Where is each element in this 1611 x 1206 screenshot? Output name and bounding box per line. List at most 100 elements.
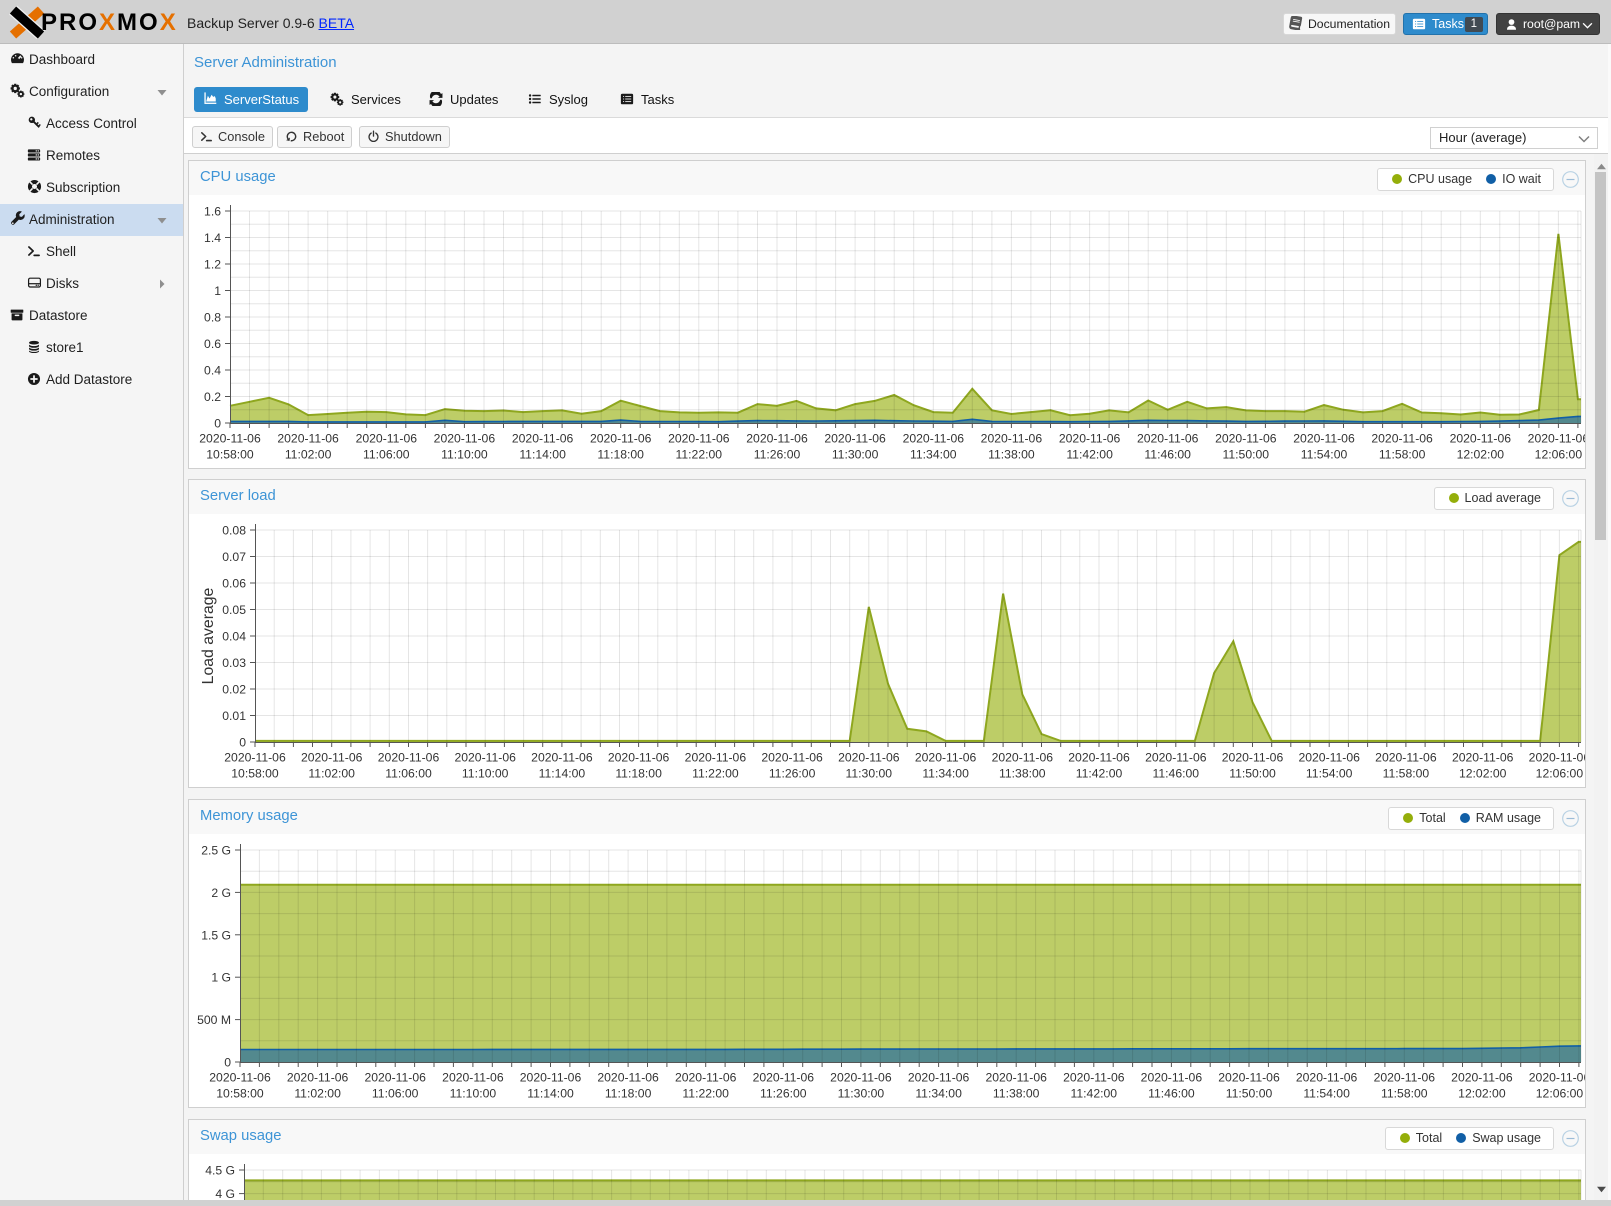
svg-text:2020-11-06: 2020-11-06	[356, 432, 418, 446]
svg-text:2020-11-06: 2020-11-06	[531, 751, 593, 765]
svg-text:2020-11-06: 2020-11-06	[454, 751, 516, 765]
svg-text:2020-11-06: 2020-11-06	[746, 432, 808, 446]
svg-text:11:22:00: 11:22:00	[692, 767, 739, 781]
svg-text:2020-11-06: 2020-11-06	[908, 1071, 970, 1085]
svg-text:2020-11-06: 2020-11-06	[1371, 432, 1433, 446]
svg-text:2020-11-06: 2020-11-06	[753, 1071, 815, 1085]
svg-text:2020-11-06: 2020-11-06	[985, 1071, 1047, 1085]
svg-text:2020-11-06: 2020-11-06	[1375, 751, 1437, 765]
svg-text:4 G: 4 G	[215, 1187, 235, 1201]
svg-text:2020-11-06: 2020-11-06	[287, 1071, 349, 1085]
svg-text:2020-11-06: 2020-11-06	[1218, 1071, 1280, 1085]
svg-text:0.02: 0.02	[222, 683, 246, 697]
svg-text:0.06: 0.06	[222, 577, 246, 591]
svg-text:11:02:00: 11:02:00	[294, 1087, 341, 1101]
svg-text:10:58:00: 10:58:00	[216, 1087, 264, 1101]
svg-text:0.2: 0.2	[204, 390, 221, 404]
svg-text:11:06:00: 11:06:00	[363, 448, 410, 462]
svg-text:0.07: 0.07	[222, 550, 246, 564]
svg-text:11:30:00: 11:30:00	[838, 1087, 885, 1101]
svg-text:2020-11-06: 2020-11-06	[434, 432, 496, 446]
svg-text:11:58:00: 11:58:00	[1383, 767, 1430, 781]
svg-text:2020-11-06: 2020-11-06	[378, 751, 440, 765]
svg-text:2020-11-06: 2020-11-06	[1528, 432, 1586, 446]
svg-text:2020-11-06: 2020-11-06	[520, 1071, 582, 1085]
svg-text:2020-11-06: 2020-11-06	[277, 432, 339, 446]
svg-text:11:38:00: 11:38:00	[999, 767, 1046, 781]
svg-text:2020-11-06: 2020-11-06	[224, 751, 286, 765]
svg-text:1.6: 1.6	[204, 205, 221, 219]
svg-text:11:14:00: 11:14:00	[527, 1087, 574, 1101]
svg-text:11:30:00: 11:30:00	[832, 448, 879, 462]
svg-text:11:50:00: 11:50:00	[1223, 448, 1270, 462]
svg-text:0.8: 0.8	[204, 311, 221, 325]
svg-text:11:22:00: 11:22:00	[676, 448, 723, 462]
svg-text:Load average: Load average	[200, 587, 217, 684]
svg-text:0: 0	[224, 1056, 231, 1070]
svg-text:2020-11-06: 2020-11-06	[1298, 751, 1360, 765]
svg-text:0.05: 0.05	[222, 603, 246, 617]
svg-text:12:02:00: 12:02:00	[1458, 1087, 1506, 1101]
svg-text:12:02:00: 12:02:00	[1459, 767, 1507, 781]
svg-text:2020-11-06: 2020-11-06	[668, 432, 730, 446]
svg-text:2020-11-06: 2020-11-06	[1374, 1071, 1436, 1085]
svg-text:0.01: 0.01	[222, 709, 246, 723]
svg-text:2020-11-06: 2020-11-06	[830, 1071, 892, 1085]
svg-text:2020-11-06: 2020-11-06	[1450, 432, 1512, 446]
svg-text:11:50:00: 11:50:00	[1229, 767, 1276, 781]
svg-text:2020-11-06: 2020-11-06	[675, 1071, 737, 1085]
svg-text:2020-11-06: 2020-11-06	[1145, 751, 1207, 765]
svg-text:1.2: 1.2	[204, 258, 221, 272]
svg-text:11:34:00: 11:34:00	[922, 767, 969, 781]
svg-text:500 M: 500 M	[197, 1013, 231, 1027]
svg-text:2020-11-06: 2020-11-06	[199, 432, 261, 446]
svg-text:11:06:00: 11:06:00	[385, 767, 432, 781]
svg-text:2020-11-06: 2020-11-06	[442, 1071, 504, 1085]
svg-text:PROXMOX: PROXMOX	[41, 9, 177, 36]
svg-text:11:18:00: 11:18:00	[615, 767, 662, 781]
svg-text:11:58:00: 11:58:00	[1379, 448, 1426, 462]
svg-text:10:58:00: 10:58:00	[206, 448, 254, 462]
svg-text:11:26:00: 11:26:00	[754, 448, 801, 462]
svg-text:2020-11-06: 2020-11-06	[608, 751, 670, 765]
svg-text:11:30:00: 11:30:00	[846, 767, 893, 781]
svg-text:11:10:00: 11:10:00	[462, 767, 509, 781]
svg-text:11:46:00: 11:46:00	[1144, 448, 1191, 462]
svg-text:12:02:00: 12:02:00	[1457, 448, 1505, 462]
svg-text:11:38:00: 11:38:00	[988, 448, 1035, 462]
svg-text:0: 0	[214, 417, 221, 431]
svg-text:0.08: 0.08	[222, 524, 246, 538]
svg-text:2020-11-06: 2020-11-06	[590, 432, 652, 446]
svg-text:0: 0	[239, 736, 246, 750]
svg-text:11:54:00: 11:54:00	[1306, 767, 1353, 781]
svg-text:2020-11-06: 2020-11-06	[364, 1071, 426, 1085]
svg-text:12:06:00: 12:06:00	[1535, 448, 1583, 462]
svg-text:11:06:00: 11:06:00	[372, 1087, 419, 1101]
svg-text:1.4: 1.4	[204, 231, 221, 245]
svg-text:11:54:00: 11:54:00	[1303, 1087, 1350, 1101]
svg-text:12:06:00: 12:06:00	[1536, 767, 1584, 781]
svg-text:2020-11-06: 2020-11-06	[1215, 432, 1277, 446]
svg-text:11:38:00: 11:38:00	[993, 1087, 1040, 1101]
svg-text:2020-11-06: 2020-11-06	[512, 432, 574, 446]
svg-text:11:34:00: 11:34:00	[915, 1087, 962, 1101]
svg-text:11:26:00: 11:26:00	[760, 1087, 807, 1101]
svg-text:2020-11-06: 2020-11-06	[824, 432, 886, 446]
svg-text:11:18:00: 11:18:00	[605, 1087, 652, 1101]
svg-text:0.4: 0.4	[204, 364, 221, 378]
svg-text:2 G: 2 G	[211, 886, 231, 900]
svg-text:2020-11-06: 2020-11-06	[1452, 751, 1514, 765]
svg-text:4.5 G: 4.5 G	[205, 1164, 235, 1178]
svg-text:2.5 G: 2.5 G	[201, 844, 231, 858]
svg-text:12:06:00: 12:06:00	[1536, 1087, 1584, 1101]
svg-text:2020-11-06: 2020-11-06	[1529, 1071, 1586, 1085]
svg-text:11:54:00: 11:54:00	[1301, 448, 1348, 462]
svg-text:11:42:00: 11:42:00	[1076, 767, 1123, 781]
svg-text:11:58:00: 11:58:00	[1381, 1087, 1428, 1101]
svg-text:1.5 G: 1.5 G	[201, 928, 231, 942]
svg-text:11:26:00: 11:26:00	[769, 767, 816, 781]
svg-text:2020-11-06: 2020-11-06	[301, 751, 363, 765]
svg-text:11:22:00: 11:22:00	[682, 1087, 729, 1101]
svg-text:2020-11-06: 2020-11-06	[1222, 751, 1284, 765]
svg-text:11:10:00: 11:10:00	[450, 1087, 497, 1101]
